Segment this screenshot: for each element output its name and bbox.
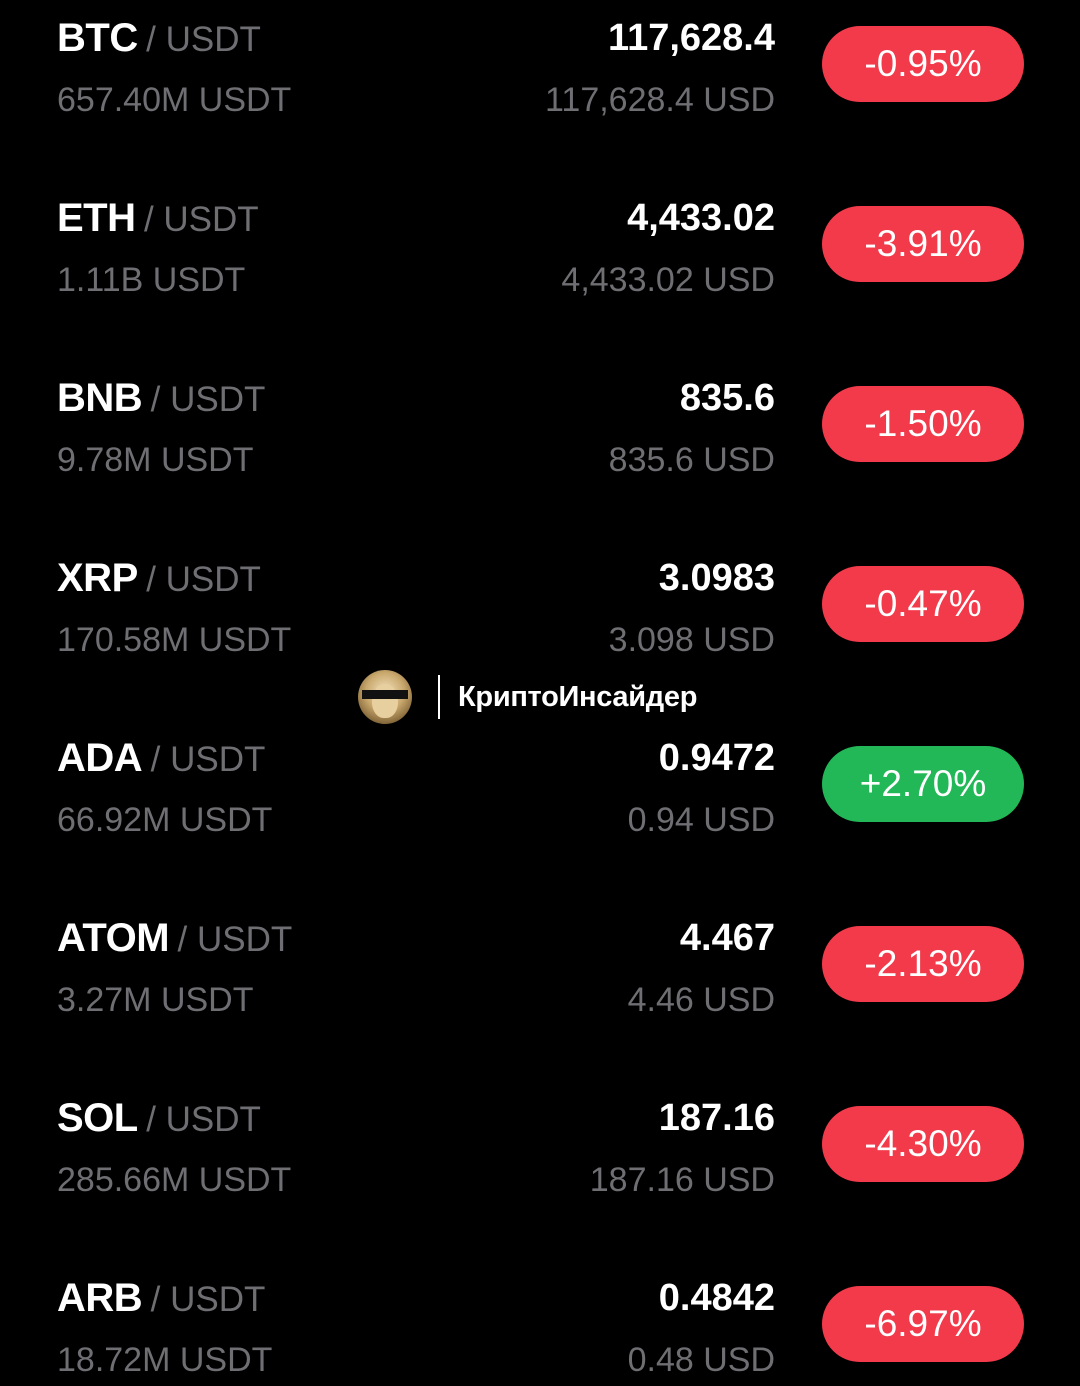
volume-24h: 285.66M USDT xyxy=(57,1161,292,1199)
last-price: 3.0983 xyxy=(658,557,775,599)
volume-24h: 66.92M USDT xyxy=(57,801,273,839)
market-row-sol[interactable]: SOL / USDT 285.66M USDT 187.16 187.16 US… xyxy=(0,1080,1080,1260)
fiat-price: 0.48 USD xyxy=(627,1341,775,1379)
quote-symbol: / USDT xyxy=(146,1100,261,1139)
change-badge[interactable]: -6.97% xyxy=(822,1286,1024,1362)
last-price: 117,628.4 xyxy=(608,17,775,59)
market-row-arb[interactable]: ARB / USDT 18.72M USDT 0.4842 0.48 USD -… xyxy=(0,1260,1080,1386)
base-symbol: BNB xyxy=(57,376,143,420)
market-row-eth[interactable]: ETH / USDT 1.11B USDT 4,433.02 4,433.02 … xyxy=(0,180,1080,360)
fiat-price: 187.16 USD xyxy=(589,1161,775,1199)
change-badge[interactable]: -3.91% xyxy=(822,206,1024,282)
market-row-bnb[interactable]: BNB / USDT 9.78M USDT 835.6 835.6 USD -1… xyxy=(0,360,1080,540)
base-symbol: ARB xyxy=(57,1276,143,1320)
pair-label: SOL / USDT xyxy=(57,1096,261,1149)
last-price: 0.9472 xyxy=(658,737,775,779)
volume-24h: 3.27M USDT xyxy=(57,981,254,1019)
quote-symbol: / USDT xyxy=(146,560,261,599)
pair-label: ATOM / USDT xyxy=(57,916,292,969)
fiat-price: 3.098 USD xyxy=(608,621,775,659)
base-symbol: SOL xyxy=(57,1096,138,1140)
change-badge[interactable]: -0.47% xyxy=(822,566,1024,642)
pair-label: ARB / USDT xyxy=(57,1276,265,1329)
last-price: 835.6 xyxy=(679,377,775,419)
volume-24h: 18.72M USDT xyxy=(57,1341,273,1379)
last-price: 4,433.02 xyxy=(627,197,775,239)
change-badge[interactable]: -0.95% xyxy=(822,26,1024,102)
quote-symbol: / USDT xyxy=(146,20,261,59)
change-badge[interactable]: +2.70% xyxy=(822,746,1024,822)
base-symbol: ADA xyxy=(57,736,143,780)
change-badge[interactable]: -1.50% xyxy=(822,386,1024,462)
pair-label: ADA / USDT xyxy=(57,736,265,789)
last-price: 0.4842 xyxy=(658,1277,775,1319)
quote-symbol: / USDT xyxy=(150,380,266,419)
fiat-price: 0.94 USD xyxy=(627,801,775,839)
change-badge[interactable]: -4.30% xyxy=(822,1106,1024,1182)
last-price: 4.467 xyxy=(679,917,775,959)
pair-label: ETH / USDT xyxy=(57,196,259,249)
base-symbol: BTC xyxy=(57,16,138,60)
channel-logo-icon xyxy=(358,670,412,724)
volume-24h: 170.58M USDT xyxy=(57,621,292,659)
volume-24h: 657.40M USDT xyxy=(57,81,292,119)
watermark-divider xyxy=(438,675,440,719)
quote-symbol: / USDT xyxy=(150,1280,266,1319)
quote-symbol: / USDT xyxy=(177,920,293,959)
base-symbol: ATOM xyxy=(57,916,170,960)
channel-watermark: КриптоИнсайдер xyxy=(358,670,697,724)
pair-label: BTC / USDT xyxy=(57,16,261,69)
fiat-price: 117,628.4 USD xyxy=(545,81,775,119)
market-row-ada[interactable]: ADA / USDT 66.92M USDT 0.9472 0.94 USD +… xyxy=(0,720,1080,900)
watermark-text: КриптоИнсайдер xyxy=(458,680,698,713)
pair-label: XRP / USDT xyxy=(57,556,261,609)
volume-24h: 9.78M USDT xyxy=(57,441,254,479)
quote-symbol: / USDT xyxy=(143,200,259,239)
quote-symbol: / USDT xyxy=(150,740,266,779)
market-row-btc[interactable]: BTC / USDT 657.40M USDT 117,628.4 117,62… xyxy=(0,0,1080,180)
change-badge[interactable]: -2.13% xyxy=(822,926,1024,1002)
market-row-atom[interactable]: ATOM / USDT 3.27M USDT 4.467 4.46 USD -2… xyxy=(0,900,1080,1080)
pair-label: BNB / USDT xyxy=(57,376,265,429)
fiat-price: 835.6 USD xyxy=(608,441,775,479)
base-symbol: XRP xyxy=(57,556,138,600)
fiat-price: 4.46 USD xyxy=(627,981,775,1019)
base-symbol: ETH xyxy=(57,196,136,240)
last-price: 187.16 xyxy=(658,1097,775,1139)
fiat-price: 4,433.02 USD xyxy=(561,261,775,299)
volume-24h: 1.11B USDT xyxy=(57,261,246,299)
market-row-xrp[interactable]: XRP / USDT 170.58M USDT 3.0983 3.098 USD… xyxy=(0,540,1080,720)
